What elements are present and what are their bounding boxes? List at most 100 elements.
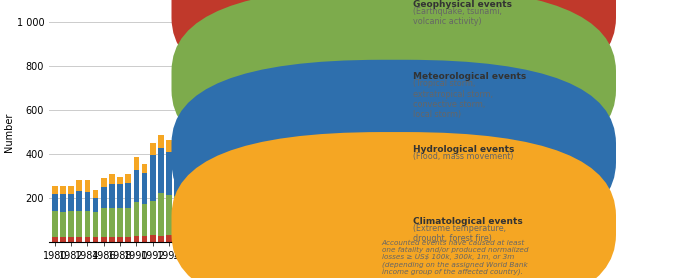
Bar [158, 135, 164, 148]
Bar [240, 235, 246, 242]
Bar [191, 235, 197, 242]
Bar [272, 150, 278, 192]
Bar [76, 211, 82, 237]
Bar [109, 208, 115, 237]
Bar [85, 180, 90, 192]
Text: (Earthquake, tsunami,
volcanic activity): (Earthquake, tsunami, volcanic activity) [413, 7, 502, 26]
Bar [289, 146, 295, 154]
Bar [281, 190, 286, 234]
Bar [158, 148, 164, 193]
Bar [297, 134, 303, 142]
Bar [191, 197, 197, 235]
Bar [92, 237, 99, 242]
Bar [207, 153, 213, 191]
Bar [207, 139, 213, 153]
Bar [92, 198, 99, 212]
Bar [314, 197, 319, 235]
Bar [216, 148, 221, 194]
Bar [150, 201, 155, 235]
Bar [52, 186, 57, 193]
Bar [207, 191, 213, 235]
Text: Geophysical events: Geophysical events [413, 0, 512, 9]
Bar [232, 154, 237, 196]
Bar [92, 190, 99, 198]
Bar [346, 235, 352, 242]
Bar [289, 154, 295, 195]
Bar [330, 133, 335, 145]
Bar [167, 235, 172, 242]
Bar [85, 211, 90, 237]
Bar [150, 143, 155, 155]
Bar [265, 147, 270, 155]
Bar [223, 236, 229, 242]
Bar [354, 183, 360, 234]
Text: Meteorological events: Meteorological events [413, 72, 526, 81]
Bar [142, 204, 148, 236]
Bar [363, 88, 368, 107]
Bar [85, 192, 90, 211]
Bar [354, 234, 360, 242]
Bar [281, 140, 286, 148]
Bar [117, 237, 123, 242]
Bar [68, 211, 74, 237]
Bar [134, 157, 139, 170]
Bar [256, 136, 262, 148]
Bar [142, 164, 148, 173]
Bar [256, 234, 262, 242]
Text: (Flood, mass movement): (Flood, mass movement) [413, 152, 514, 160]
Bar [150, 235, 155, 242]
Bar [346, 133, 352, 188]
Bar [248, 236, 253, 242]
Bar [338, 143, 344, 193]
Bar [321, 236, 328, 242]
Bar [125, 208, 131, 237]
Bar [223, 141, 229, 149]
Y-axis label: Number: Number [4, 112, 14, 152]
Bar [354, 118, 360, 129]
Bar [297, 142, 303, 193]
Bar [216, 136, 221, 148]
Bar [223, 149, 229, 195]
Bar [305, 146, 311, 195]
Bar [174, 149, 180, 196]
Bar [101, 208, 106, 237]
Bar [117, 184, 123, 208]
Bar [109, 237, 115, 242]
Bar [363, 107, 368, 179]
Bar [248, 194, 253, 236]
Bar [272, 139, 278, 150]
Bar [216, 236, 221, 242]
Bar [223, 195, 229, 236]
Bar [101, 237, 106, 242]
Bar [199, 158, 204, 195]
Bar [109, 174, 115, 184]
Bar [125, 183, 131, 208]
Bar [232, 146, 237, 154]
Bar [330, 189, 335, 235]
Bar [289, 235, 295, 242]
Bar [92, 212, 99, 237]
Bar [76, 191, 82, 211]
Bar [101, 187, 106, 208]
Bar [363, 235, 368, 242]
Bar [60, 193, 66, 212]
Bar [338, 193, 344, 236]
Bar [109, 184, 115, 208]
Bar [60, 186, 66, 193]
Bar [199, 152, 204, 158]
Bar [76, 180, 82, 191]
Bar [240, 156, 246, 197]
Bar [68, 193, 74, 211]
Bar [68, 237, 74, 242]
Bar [272, 234, 278, 242]
Text: Climatological events: Climatological events [413, 217, 523, 226]
Bar [248, 148, 253, 156]
Bar [134, 170, 139, 202]
Bar [150, 155, 155, 201]
Bar [125, 174, 131, 183]
Bar [321, 197, 328, 236]
Bar [330, 145, 335, 189]
Bar [346, 112, 352, 133]
Bar [85, 237, 90, 242]
Bar [60, 237, 66, 242]
